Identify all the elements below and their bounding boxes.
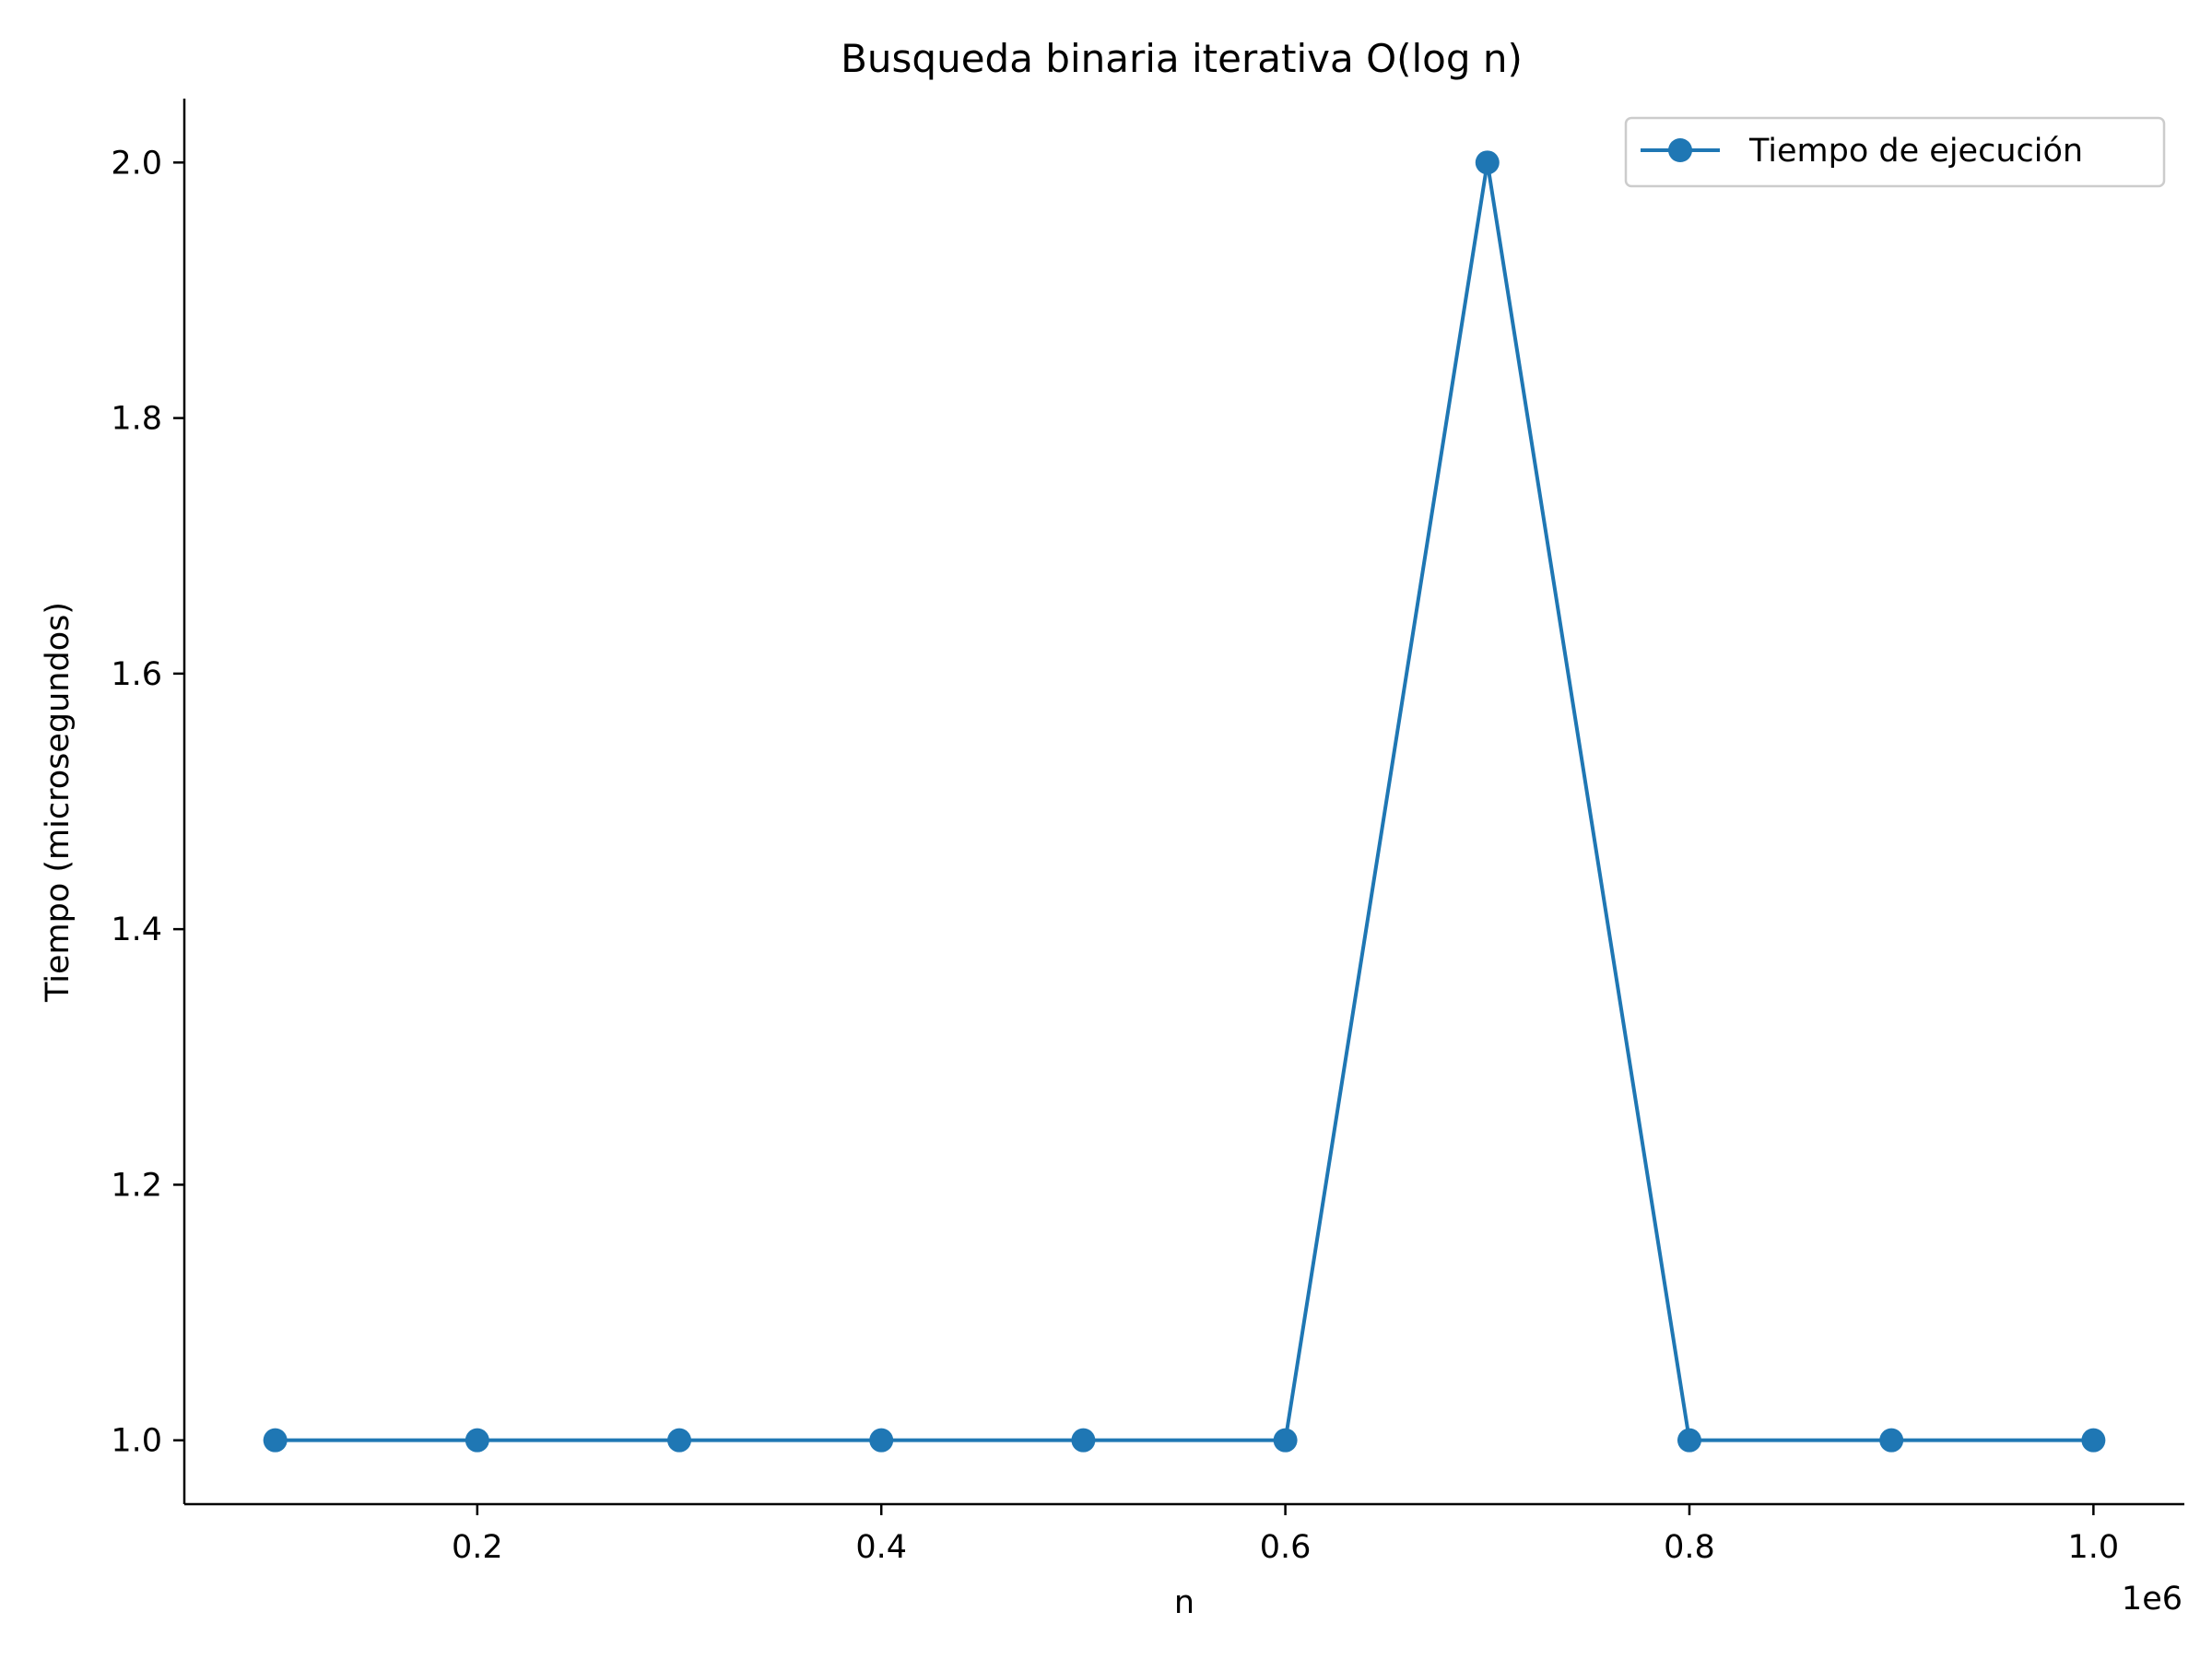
data-point <box>1273 1428 1298 1453</box>
x-tick-label: 0.6 <box>1260 1529 1312 1566</box>
plot-area: 0.2 0.4 0.6 0.8 1.0 1.0 1.2 1.4 1.6 1.8 2.0 <box>111 99 2184 1566</box>
y-axis-label: Tiempo (microsegundos) <box>40 602 76 1003</box>
y-tick-label: 1.4 <box>111 912 162 948</box>
x-axis-label: n <box>1174 1584 1194 1621</box>
data-point <box>667 1428 692 1453</box>
data-point <box>465 1428 489 1453</box>
chart-title: Busqueda binaria iterativa O(log n) <box>841 36 1523 81</box>
x-tick-label: 0.2 <box>452 1529 503 1566</box>
data-point <box>1071 1428 1096 1453</box>
y-ticks: 1.0 1.2 1.4 1.6 1.8 2.0 <box>111 145 184 1460</box>
x-tick-label: 0.8 <box>1664 1529 1715 1566</box>
legend-box <box>1624 116 2166 188</box>
series-layer <box>263 150 2106 1453</box>
x-ticks: 0.2 0.4 0.6 0.8 1.0 <box>452 1504 2119 1566</box>
x-tick-label: 0.4 <box>855 1529 907 1566</box>
data-point <box>1879 1428 1904 1453</box>
y-tick-label: 2.0 <box>111 145 162 182</box>
y-tick-label: 1.8 <box>111 401 162 438</box>
series-line <box>275 162 2094 1442</box>
x-tick-label: 1.0 <box>2068 1529 2120 1566</box>
legend-label: Tiempo de ejecución <box>1748 133 2083 170</box>
legend: Tiempo de ejecución <box>1624 116 2166 188</box>
y-tick-label: 1.6 <box>111 656 162 693</box>
data-point <box>1677 1428 1701 1453</box>
data-point <box>2081 1428 2106 1453</box>
data-point <box>1475 150 1500 175</box>
data-point <box>869 1428 894 1453</box>
legend-marker-sample <box>1668 138 1692 162</box>
data-point <box>263 1428 288 1453</box>
y-tick-label: 1.2 <box>111 1167 162 1204</box>
x-axis-offset-label: 1e6 <box>2122 1581 2183 1618</box>
y-tick-label: 1.0 <box>111 1423 162 1460</box>
